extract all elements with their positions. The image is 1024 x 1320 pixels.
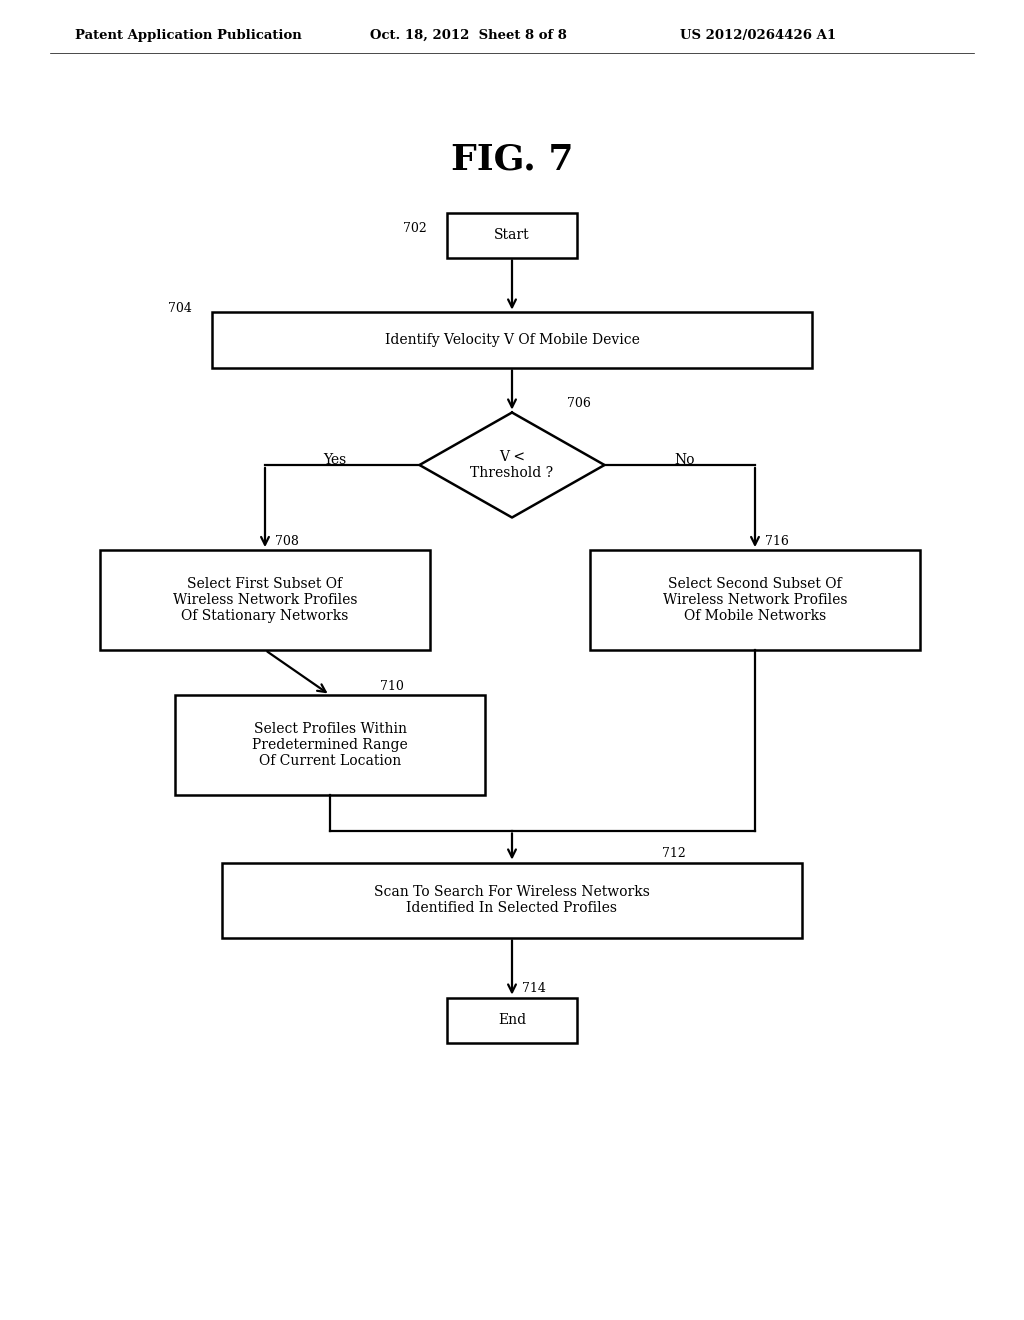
FancyBboxPatch shape xyxy=(222,862,802,937)
Text: Select First Subset Of
Wireless Network Profiles
Of Stationary Networks: Select First Subset Of Wireless Network … xyxy=(173,577,357,623)
FancyBboxPatch shape xyxy=(175,696,485,795)
Text: FIG. 7: FIG. 7 xyxy=(451,143,573,177)
Text: 714: 714 xyxy=(522,982,546,995)
FancyBboxPatch shape xyxy=(590,550,920,649)
FancyBboxPatch shape xyxy=(447,213,577,257)
Polygon shape xyxy=(420,412,604,517)
Text: Start: Start xyxy=(495,228,529,242)
Text: V <
Threshold ?: V < Threshold ? xyxy=(470,450,554,480)
Text: US 2012/0264426 A1: US 2012/0264426 A1 xyxy=(680,29,837,41)
Text: Identify Velocity V Of Mobile Device: Identify Velocity V Of Mobile Device xyxy=(385,333,639,347)
Text: Patent Application Publication: Patent Application Publication xyxy=(75,29,302,41)
Text: 710: 710 xyxy=(380,680,403,693)
Text: Scan To Search For Wireless Networks
Identified In Selected Profiles: Scan To Search For Wireless Networks Ide… xyxy=(374,884,650,915)
Text: Select Second Subset Of
Wireless Network Profiles
Of Mobile Networks: Select Second Subset Of Wireless Network… xyxy=(663,577,847,623)
FancyBboxPatch shape xyxy=(447,998,577,1043)
Text: 704: 704 xyxy=(168,302,193,315)
Text: End: End xyxy=(498,1012,526,1027)
Text: 708: 708 xyxy=(275,535,299,548)
Text: 716: 716 xyxy=(765,535,788,548)
Text: 712: 712 xyxy=(662,847,686,861)
Text: No: No xyxy=(675,453,695,467)
FancyBboxPatch shape xyxy=(212,313,812,367)
Text: 702: 702 xyxy=(403,222,427,235)
Text: Select Profiles Within
Predetermined Range
Of Current Location: Select Profiles Within Predetermined Ran… xyxy=(252,722,408,768)
Text: 706: 706 xyxy=(567,397,591,411)
FancyBboxPatch shape xyxy=(100,550,430,649)
Text: Yes: Yes xyxy=(324,453,347,467)
Text: Oct. 18, 2012  Sheet 8 of 8: Oct. 18, 2012 Sheet 8 of 8 xyxy=(370,29,567,41)
